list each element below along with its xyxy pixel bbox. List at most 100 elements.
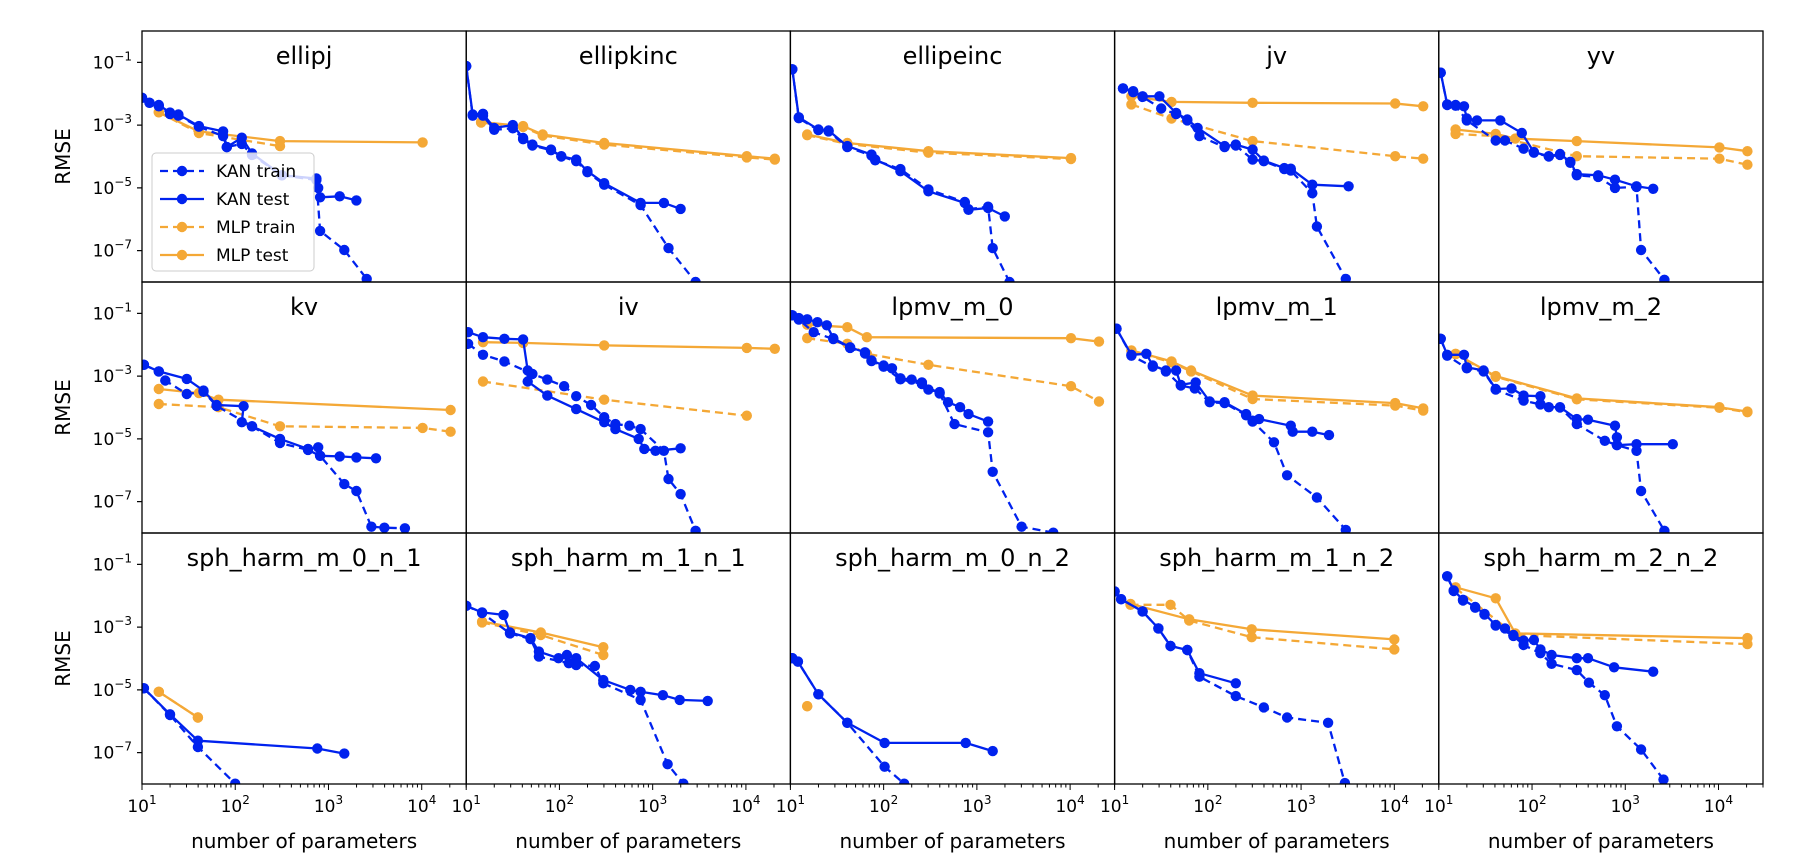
point-kan-train — [1258, 702, 1270, 713]
point-kan-test — [1565, 156, 1576, 167]
point-kan-test — [793, 312, 804, 324]
point-kan-test — [987, 745, 998, 757]
point-kan-test — [942, 397, 954, 408]
point-kan-test — [635, 686, 646, 697]
point-mlp-train — [1165, 599, 1176, 610]
point-kan-test — [499, 333, 510, 344]
point-kan-train — [314, 225, 326, 237]
point-mlp-test — [1418, 403, 1429, 414]
panel-lpmv-m-0: lpmv_m_0 — [789, 281, 1116, 534]
point-kan-test — [635, 197, 646, 209]
point-kan-test — [466, 327, 474, 338]
point-mlp-test — [153, 686, 164, 697]
point-kan-test — [1528, 146, 1540, 158]
point-mlp-test — [417, 137, 428, 148]
point-kan-train — [1004, 276, 1015, 282]
point-kan-test — [1554, 148, 1566, 160]
point-kan-train — [230, 778, 241, 784]
point-kan-train — [982, 427, 994, 438]
y-tick-label-exp: −3 — [114, 112, 132, 126]
series-kan-test — [142, 359, 382, 464]
point-kan-test — [1442, 349, 1453, 360]
line-kan-train — [1439, 72, 1666, 281]
point-kan-test — [934, 386, 945, 398]
point-kan-test — [842, 140, 853, 152]
panel-jv: jv — [1113, 30, 1440, 283]
point-kan-test — [314, 450, 326, 461]
panel-yv: yv — [1438, 30, 1764, 283]
line-kan-test — [791, 657, 994, 753]
point-kan-train — [585, 399, 597, 411]
point-kan-train — [1658, 774, 1669, 784]
point-kan-train — [635, 423, 646, 435]
y-tick-label-base: 10 — [93, 681, 115, 701]
point-kan-test — [1648, 666, 1659, 677]
point-mlp-test — [1742, 146, 1753, 157]
point-mlp-train — [1714, 153, 1725, 164]
point-kan-test — [164, 709, 176, 720]
series-kan-test — [1438, 67, 1659, 194]
x-tick-label: 104 — [731, 793, 760, 817]
point-kan-test — [1219, 397, 1230, 408]
x-tick-label-base: 10 — [407, 797, 429, 817]
x-tick-label-exp: 1 — [149, 793, 157, 807]
point-mlp-test — [861, 332, 873, 343]
x-tick-label-base: 10 — [314, 797, 336, 817]
x-tick-label-base: 10 — [1517, 797, 1539, 817]
point-kan-test — [1128, 86, 1139, 97]
series-kan-test — [466, 327, 686, 456]
point-kan-test — [522, 365, 533, 376]
point-kan-train — [1281, 470, 1293, 481]
point-mlp-test — [274, 135, 286, 147]
panel-title: lpmv_m_0 — [891, 293, 1013, 321]
point-kan-test — [527, 139, 538, 150]
line-mlp-train — [1455, 353, 1748, 414]
legend-entry-kan-test: KAN test — [160, 190, 290, 210]
point-kan-train — [466, 338, 474, 349]
point-kan-test — [1470, 601, 1481, 613]
x-tick-label: 104 — [407, 793, 436, 817]
point-kan-test — [314, 192, 326, 203]
x-tick-label: 102 — [221, 793, 250, 817]
point-kan-test — [1516, 127, 1528, 139]
point-kan-train — [987, 242, 998, 254]
point-kan-test — [650, 445, 661, 456]
x-tick-label: 103 — [1286, 793, 1315, 817]
point-kan-train — [690, 525, 701, 533]
line-kan-train — [1114, 590, 1347, 784]
point-kan-test — [1450, 99, 1461, 111]
point-kan-test — [1307, 179, 1318, 190]
point-kan-test — [657, 690, 669, 701]
point-kan-test — [844, 342, 856, 353]
line-mlp-train — [482, 380, 747, 417]
point-kan-test — [312, 743, 323, 754]
panel-lpmv-m-1: lpmv_m_1 — [1113, 281, 1440, 534]
point-kan-train — [1322, 717, 1334, 728]
point-kan-test — [1593, 170, 1604, 181]
x-tick-label-exp: 2 — [1539, 793, 1547, 807]
point-kan-test — [982, 202, 994, 214]
point-kan-test — [828, 333, 839, 344]
point-kan-train — [181, 388, 192, 400]
point-kan-test — [923, 186, 934, 197]
series-mlp-test — [153, 686, 204, 723]
point-mlp-test — [923, 146, 934, 157]
series-kan-test — [790, 310, 994, 427]
panel-ellipeinc: ellipeinc — [789, 30, 1116, 283]
point-kan-test — [633, 433, 644, 445]
point-mlp-test — [1742, 406, 1753, 417]
point-mlp-test — [1065, 152, 1077, 164]
line-kan-test — [143, 363, 377, 460]
x-tick-label-exp: 1 — [473, 793, 481, 807]
series-kan-test — [790, 64, 1010, 222]
point-mlp-test — [1389, 634, 1400, 645]
point-kan-test — [504, 627, 516, 638]
point-kan-test — [1438, 333, 1446, 344]
x-tick-label: 103 — [314, 793, 343, 817]
point-kan-test — [477, 108, 489, 120]
y-tick-label-base: 10 — [93, 242, 115, 262]
x-tick-label-exp: 3 — [335, 793, 343, 807]
point-kan-test — [1287, 426, 1298, 437]
x-tick-label-base: 10 — [1055, 797, 1077, 817]
point-kan-test — [571, 403, 582, 415]
